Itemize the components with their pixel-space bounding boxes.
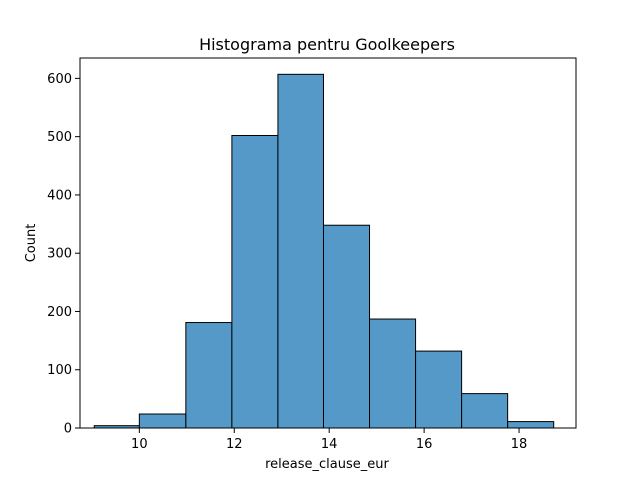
- y-tick-label: 500: [47, 130, 72, 145]
- chart-title: Histograma pentru Goolkeepers: [199, 35, 455, 54]
- plot-frame: [79, 57, 577, 429]
- histogram-bar-5: [277, 73, 324, 429]
- x-tick-label: 18: [511, 437, 528, 452]
- histogram-bar-9: [461, 393, 509, 429]
- histogram-bar-7: [369, 318, 417, 429]
- x-tick-label: 12: [226, 437, 243, 452]
- histogram-bar-4: [231, 134, 279, 429]
- y-tick-label: 600: [47, 72, 72, 87]
- y-tick-label: 400: [47, 188, 72, 203]
- x-tick-label: 16: [416, 437, 433, 452]
- bars-group: [93, 73, 555, 429]
- x-axis-label: release_clause_eur: [265, 457, 389, 472]
- y-tick-label: 300: [47, 247, 72, 262]
- histogram-bar-3: [185, 322, 233, 429]
- y-tick-label: 200: [47, 305, 72, 320]
- x-tick-label: 10: [131, 437, 148, 452]
- histogram-bar-10: [507, 421, 555, 429]
- y-axis-label: Count: [24, 224, 39, 263]
- y-tick-label: 100: [47, 363, 72, 378]
- y-tick-label: 0: [64, 422, 72, 437]
- x-axis-ticks: 10 12 14 16 18: [131, 428, 527, 452]
- histogram-bar-2: [138, 413, 187, 429]
- histogram-bar-8: [415, 350, 463, 429]
- y-axis-ticks: 0 100 200 300 400 500 600: [47, 72, 80, 437]
- x-tick-label: 14: [321, 437, 338, 452]
- histogram-bar-6: [322, 224, 371, 429]
